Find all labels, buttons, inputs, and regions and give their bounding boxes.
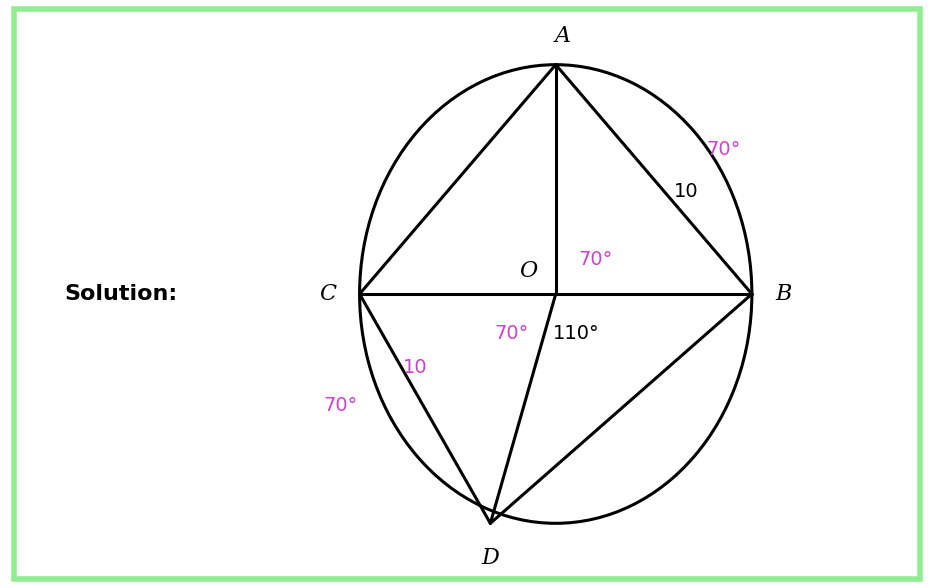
Text: O: O: [518, 260, 537, 282]
Text: 70°: 70°: [495, 325, 529, 343]
Text: B: B: [775, 283, 792, 305]
Text: Solution:: Solution:: [64, 284, 178, 304]
Text: C: C: [319, 283, 336, 305]
Text: 110°: 110°: [553, 325, 600, 343]
Text: 70°: 70°: [324, 396, 358, 415]
Text: 10: 10: [674, 182, 699, 201]
Text: D: D: [481, 547, 500, 569]
Text: 10: 10: [403, 358, 428, 377]
Text: 70°: 70°: [579, 250, 613, 269]
Text: 70°: 70°: [707, 141, 741, 159]
Text: A: A: [555, 25, 572, 47]
